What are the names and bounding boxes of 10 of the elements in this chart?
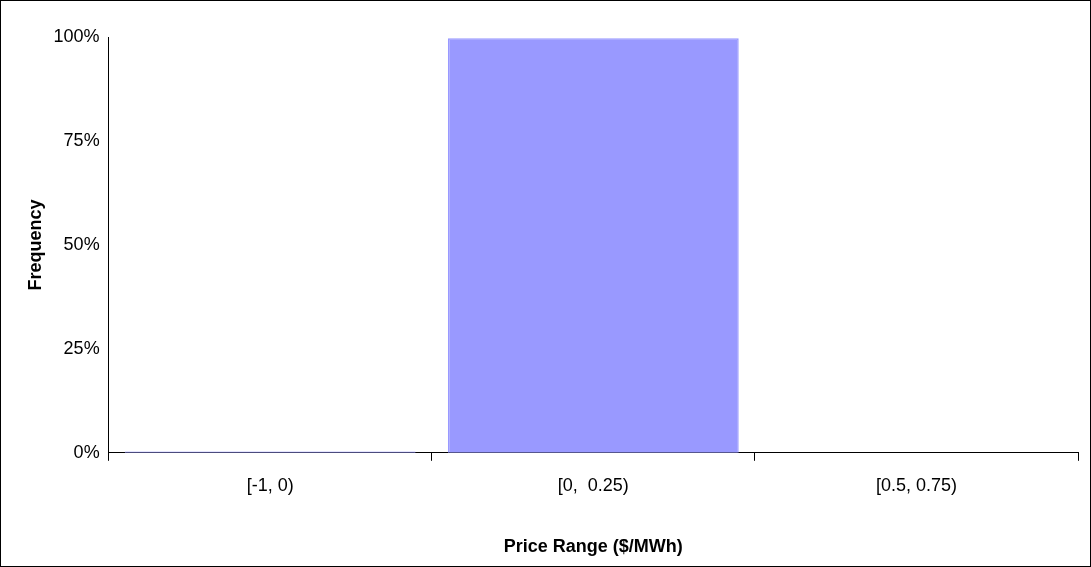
x-axis-title: Price Range ($/MWh) (503, 536, 683, 557)
y-tick-label: 75% (63, 129, 100, 150)
y-tick-label: 100% (53, 25, 100, 46)
x-tick-label: [-1, 0) (246, 474, 294, 495)
x-tick-label: [0.5, 0.75) (875, 474, 957, 495)
y-tick-label: 25% (63, 337, 100, 358)
y-tick-label: 50% (63, 233, 100, 254)
y-axis-title: Frequency (24, 199, 45, 291)
x-tick-label: [0, 0.25) (557, 474, 629, 495)
y-tick-label: 0% (73, 441, 100, 462)
